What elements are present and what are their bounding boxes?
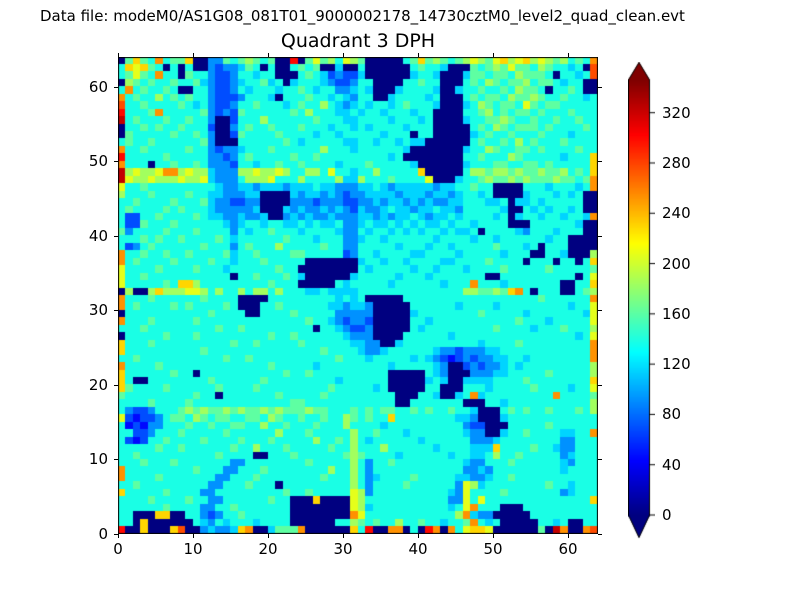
y-tick-label: 60: [88, 77, 108, 96]
colorbar-tick-label: 280: [662, 153, 691, 172]
x-tick-top: [343, 53, 344, 57]
colorbar-tick-label: 160: [662, 304, 691, 323]
y-tick-label: 10: [88, 450, 108, 469]
y-tick-right: [598, 459, 602, 461]
y-tick-label: 50: [88, 152, 108, 171]
x-tick-label: 0: [113, 540, 123, 558]
y-tick-right: [598, 161, 602, 163]
y-tick-label: 30: [88, 301, 108, 320]
y-tick: [114, 86, 118, 88]
y-tick: [114, 384, 118, 386]
x-tick-top: [493, 53, 494, 57]
colorbar-tick-label: 240: [662, 204, 691, 223]
x-tick: [568, 534, 569, 538]
x-tick-top: [418, 53, 419, 57]
y-tick-label: 20: [88, 375, 108, 394]
y-tick-label: 0: [98, 525, 108, 543]
y-tick-right: [598, 235, 602, 237]
x-tick-top: [118, 53, 119, 57]
x-tick-label: 40: [408, 540, 428, 558]
y-tick-right: [598, 310, 602, 312]
x-tick-top: [568, 53, 569, 57]
colorbar-tick-label: 40: [662, 455, 682, 474]
y-tick-right: [598, 86, 602, 88]
x-tick: [493, 534, 494, 538]
colorbar-tick-label: 80: [662, 405, 682, 424]
x-tick: [418, 534, 419, 538]
x-tick: [268, 534, 269, 538]
colorbar-tick-label: 120: [662, 355, 691, 374]
x-tick-label: 50: [483, 540, 503, 558]
y-tick-right: [598, 534, 602, 535]
colorbar-tick-label: 320: [662, 103, 691, 122]
heatmap-plot: [118, 57, 598, 534]
x-tick: [343, 534, 344, 538]
x-tick-top: [268, 53, 269, 57]
x-tick-label: 60: [558, 540, 578, 558]
x-tick: [118, 534, 119, 538]
y-tick: [114, 459, 118, 461]
y-tick-right: [598, 384, 602, 386]
data-file-label: Data file: modeM0/AS1G08_081T01_90000021…: [40, 7, 685, 25]
y-tick: [114, 310, 118, 312]
y-tick-label: 40: [88, 226, 108, 245]
colorbar: [628, 62, 655, 539]
colorbar-tick-label: 0: [662, 506, 672, 524]
y-tick: [114, 161, 118, 163]
x-tick-label: 10: [183, 540, 203, 558]
x-tick: [193, 534, 194, 538]
x-tick-top: [193, 53, 194, 57]
colorbar-tick-label: 200: [662, 254, 691, 273]
plot-title: Quadrant 3 DPH: [280, 30, 436, 52]
x-tick-label: 20: [258, 540, 278, 558]
y-tick: [114, 235, 118, 237]
x-tick-label: 30: [333, 540, 353, 558]
y-tick: [114, 534, 118, 535]
